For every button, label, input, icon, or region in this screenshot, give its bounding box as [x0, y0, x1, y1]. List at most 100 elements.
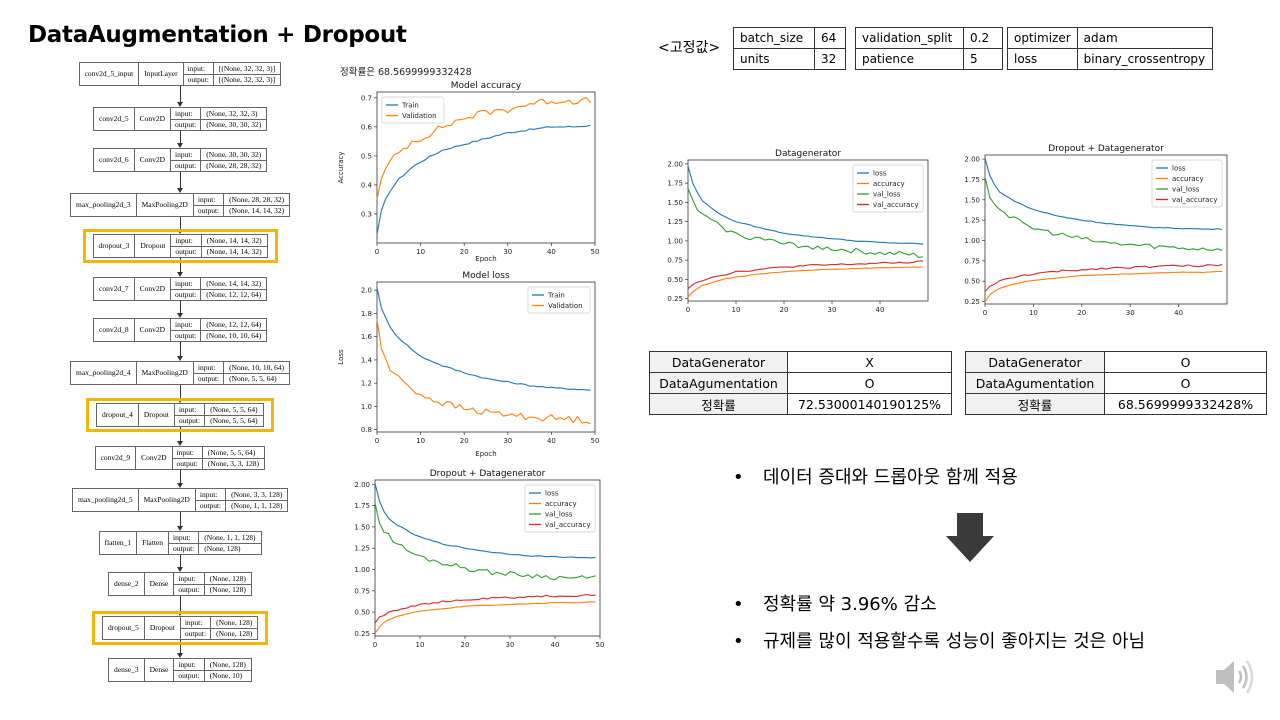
flow-arrow [180, 217, 181, 229]
x-tick-label: 30 [506, 641, 515, 649]
legend-label: val_loss [1172, 186, 1200, 194]
flow-arrow [180, 131, 181, 143]
output-label: output: [187, 75, 209, 84]
x-tick-label: 20 [460, 437, 469, 445]
layer-conv2d_5_input: conv2d_5_input InputLayer input: output: [(N… [78, 62, 282, 86]
param-value: adam [1076, 27, 1213, 49]
bullet-conclusion-1: • 정확률 약 3.96% 감소 [733, 590, 937, 616]
y-tick-label: 1.75 [964, 176, 980, 184]
legend-label: loss [545, 490, 559, 498]
x-axis-label: Epoch [475, 255, 496, 263]
bullet-text: 규제를 많이 적용할수록 성능이 좋아지는 것은 아님 [763, 631, 1146, 652]
y-tick-label: 0.6 [361, 123, 373, 131]
input-label: input: [171, 108, 201, 120]
output-shape: [(None, 32, 32, 3)] [218, 75, 276, 84]
layer-type: Dense [145, 573, 175, 595]
x-tick-label: 40 [551, 641, 560, 649]
speaker-icon[interactable] [1214, 657, 1258, 697]
y-tick-label: 0.50 [964, 278, 980, 286]
y-tick-label: 2.00 [667, 160, 683, 168]
y-tick-label: 1.75 [667, 180, 683, 188]
output-label: output: [178, 671, 200, 680]
series-line-val_loss [687, 188, 924, 258]
output-shape: (None, 30, 30, 32) [206, 120, 262, 129]
layer-type: Dropout [145, 617, 181, 639]
output-label: output: [197, 374, 220, 383]
output-shape: (None, 10) [209, 671, 243, 680]
result-label: 정확률 [649, 393, 788, 415]
bullet-text: 데이터 증대와 드롭아웃 함께 적용 [763, 467, 1018, 488]
layer-name: flatten_1 [100, 532, 138, 554]
legend [527, 286, 591, 314]
series-line-accuracy [374, 601, 596, 634]
result-table-datagenerator-off: DataGenerator X DataAgumentation O 정확률 72.5… [649, 351, 952, 415]
flow-arrowhead [177, 441, 183, 446]
layer-conv2d_9: conv2d_9 Conv2D input: output: (None, 5, 5, … [94, 446, 266, 470]
bullet-text: 정확률 약 3.96% 감소 [763, 594, 937, 615]
input-label: input: [174, 573, 204, 585]
x-tick-label: 10 [416, 248, 425, 256]
dropout-datagenerator-chart-right: Dropout + Datagenerator 0 10 20 30 40 0.25 0.50… [964, 144, 1228, 317]
series-line-Validation [376, 96, 592, 200]
layer-max_pooling2d_4: max_pooling2d_4 MaxPooling2D input: output:… [70, 361, 291, 385]
x-tick-label: 10 [1029, 309, 1038, 317]
chart-title: Dropout + Datagenerator [1048, 144, 1164, 154]
output-shape: (None, 5, 5, 64) [229, 374, 277, 383]
y-tick-label: 1.50 [964, 196, 980, 204]
x-tick-label: 0 [375, 248, 379, 256]
output-label: output: [173, 544, 195, 553]
input-shape: (None, 128) [204, 573, 251, 585]
input-label: input: [183, 63, 213, 75]
y-tick-label: 2.00 [964, 156, 980, 164]
layer-name: max_pooling2d_4 [71, 362, 137, 384]
flow-arrow [180, 555, 181, 567]
flow-arrowhead [177, 102, 183, 107]
layer-name: dense_3 [109, 659, 145, 681]
param-key: validation_split [855, 27, 964, 49]
series-line-loss [984, 158, 1223, 231]
y-axis-label: Accuracy [337, 152, 345, 184]
param-key: patience [855, 48, 964, 70]
layer-dense_2: dense_2 Dense input: output: (None, 128) (Non… [108, 572, 252, 596]
legend-label: val_loss [873, 191, 901, 199]
down-arrow-icon [946, 513, 994, 562]
dropout-highlight-box [83, 229, 278, 263]
legend-label: loss [873, 170, 887, 178]
y-tick-label: 1.50 [667, 199, 683, 207]
layer-dropout_3: dropout_3 Dropout input: output: (None, 14, … [92, 234, 268, 258]
flow-arrowhead [177, 567, 183, 572]
x-tick-label: 20 [1077, 309, 1086, 317]
layer-name: conv2d_8 [94, 319, 135, 341]
x-tick-label: 0 [686, 306, 690, 314]
y-tick-label: 0.75 [964, 257, 980, 265]
x-tick-label: 40 [547, 437, 556, 445]
result-label: DataGenerator [649, 351, 788, 373]
dropout-datagenerator-chart-left: Dropout + Datagenerator 0 10 20 30 40 50 0.25 0.… [354, 469, 604, 649]
legend-label: accuracy [1172, 175, 1204, 183]
layer-max_pooling2d_3: max_pooling2d_3 MaxPooling2D input: output:… [70, 193, 291, 217]
legend-label: Train [401, 102, 419, 110]
output-label: output: [175, 290, 197, 299]
model-loss-chart: Model loss 0 10 20 30 40 50 0.8 1.0 1.2 1.4 1.6 1.8 2… [337, 271, 599, 458]
output-shape: (None, 3, 3, 128) [207, 459, 260, 468]
input-label: input: [174, 659, 204, 671]
input-label: input: [195, 489, 226, 501]
layer-name: dropout_3 [94, 235, 136, 257]
series-line-loss [374, 483, 596, 559]
x-tick-label: 10 [416, 641, 425, 649]
y-tick-label: 1.4 [361, 356, 373, 364]
input-shape: (None, 5, 5, 64) [202, 447, 265, 459]
flow-arrow [180, 512, 181, 526]
layer-name: dense_2 [109, 573, 145, 595]
result-value: O [1104, 372, 1267, 394]
layer-conv2d_8: conv2d_8 Conv2D input: output: (None, 12, 12… [93, 318, 268, 342]
legend-label: val_loss [545, 511, 573, 519]
layer-type: MaxPooling2D [139, 489, 196, 511]
param-value: 0.2 [963, 27, 1003, 49]
slide-title: DataAugmentation + Dropout [28, 22, 407, 48]
result-label: DataAgumentation [965, 372, 1105, 394]
x-tick-label: 20 [780, 306, 789, 314]
result-label: DataAgumentation [649, 372, 788, 394]
x-tick-label: 40 [876, 306, 885, 314]
bullet-marker: • [733, 594, 744, 615]
